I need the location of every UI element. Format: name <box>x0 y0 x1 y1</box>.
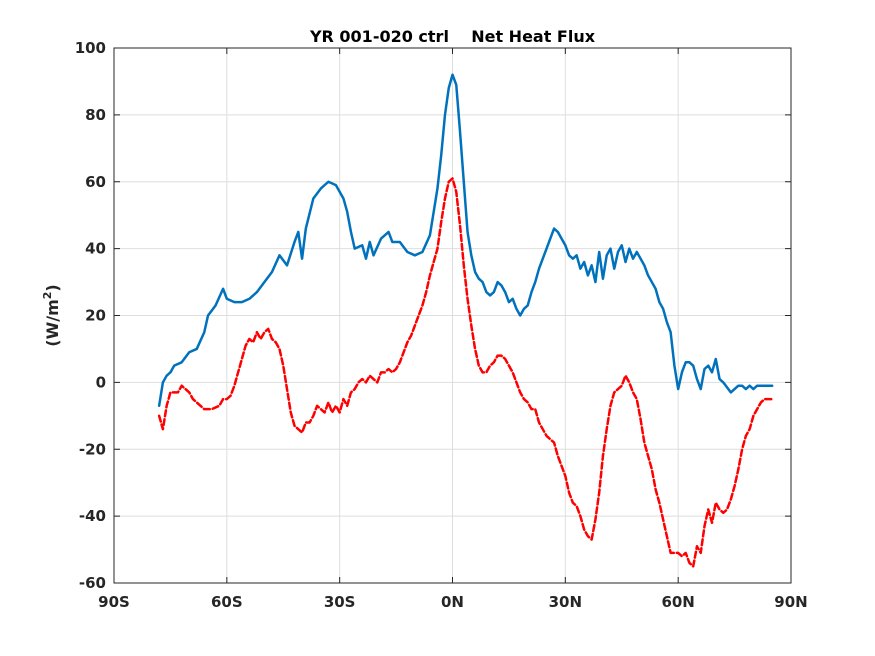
y-tick-label: -60 <box>79 574 106 592</box>
y-tick-label: 20 <box>85 307 106 325</box>
series-line-red-dashed <box>157 177 774 568</box>
x-tick-label: 90S <box>98 593 130 611</box>
y-axis-label-text: (W/m <box>43 299 62 346</box>
series-group <box>157 73 774 568</box>
y-tick-label: 60 <box>85 173 106 191</box>
x-tick-label: 90N <box>774 593 807 611</box>
y-tick-label: -20 <box>79 440 106 458</box>
y-axis-label-superscript: 2 <box>41 292 54 300</box>
x-tick-label: 60S <box>211 593 243 611</box>
y-tick-label: -40 <box>79 507 106 525</box>
y-axis-label: (W/m2) <box>41 284 62 346</box>
x-tick-label: 60N <box>661 593 694 611</box>
chart-title: YR 001-020 ctrl Net Heat Flux <box>309 27 596 46</box>
y-tick-label: 40 <box>85 240 106 258</box>
x-tick-label: 0N <box>441 593 464 611</box>
ticks: 90S 60S 30S 0N 30N 60N 90N -60 -40 -20 0 20 40 60 80 10… <box>75 39 808 611</box>
x-tick-label: 30N <box>549 593 582 611</box>
y-tick-label: 100 <box>75 39 106 57</box>
y-tick-label: 80 <box>85 106 106 124</box>
x-tick-label: 30S <box>324 593 356 611</box>
y-axis-label-suffix: ) <box>43 284 62 291</box>
series-line-blue <box>157 73 774 408</box>
y-tick-label: 0 <box>96 373 106 391</box>
